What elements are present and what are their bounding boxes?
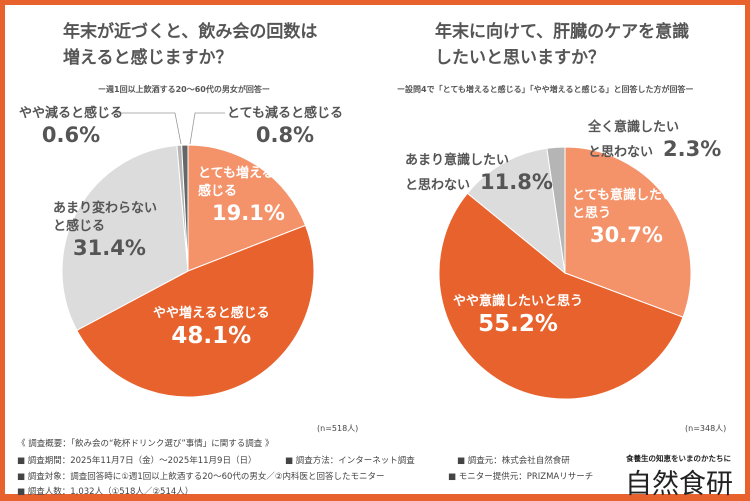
survey-count: ■ 調査人数：1,032人（①518人／②514人）: [17, 487, 194, 497]
label-no-change: あまり変わらない と感じる 31.4%: [53, 201, 158, 260]
infographic-frame: 年末が近づくと、飲み会の回数は 増えると感じますか？ ー週1回以上飲酒する20〜6…: [5, 5, 745, 500]
label-greatly-increase: とても増えると 感じる 19.1%: [198, 166, 288, 225]
chart2-slice-2: [466, 147, 566, 275]
chart1-n: (n=518人): [317, 424, 359, 433]
label-somewhat-want: やや意識したいと思う 55.2%: [453, 294, 584, 337]
pie-charts: [61, 112, 692, 400]
label-greatly-decrease: とても減ると感じる 0.8%: [227, 106, 343, 147]
chart1-slice-4: [181, 144, 189, 272]
label-slightly-decrease: やや減ると感じる 0.6%: [19, 106, 124, 147]
survey-overview: 《 調査概要：「飲み会の“乾杯ドリンク選び”事情」に関する調査 》: [17, 439, 274, 449]
chart1-slice-0: [187, 144, 307, 272]
chart2-slice-0: [564, 146, 692, 318]
chart1-slice-1: [76, 224, 315, 398]
label-not-at-all: 全く意識したい と思わない 2.3%: [588, 120, 722, 161]
survey-method: ■ 調査方法：インターネット調査: [285, 456, 415, 466]
survey-target: ■ 調査対象：調査回答時に①週1回以上飲酒する20〜60代の男女／②内科医と回答…: [17, 472, 385, 482]
survey-provider: ■ モニター提供元：PRIZMAリサーチ: [448, 472, 594, 482]
label-not-much: あまり意識したい と思わない 11.8%: [405, 153, 553, 194]
leader-line: [189, 112, 225, 145]
chart2-slice-1: [438, 192, 684, 400]
chart2-subtitle: ー設問4で「とても増えると感じる」「やや増えると感じる」と回答した方が回答ー: [397, 85, 694, 94]
leader-line: [115, 112, 182, 145]
chart1-title: 年末が近づくと、飲み会の回数は 増えると感じますか？: [63, 22, 318, 68]
chart1-slice-2: [61, 144, 189, 331]
chart1-subtitle: ー週1回以上飲酒する20〜60代の男女が回答ー: [98, 85, 270, 94]
label-slightly-increase: やや増えると感じる 48.1%: [153, 306, 270, 349]
chart2-slice-3: [546, 146, 566, 274]
survey-period: ■ 調査期間：2025年11月7日（金）〜2025年11月9日（日）: [17, 456, 257, 466]
survey-source: ■ 調査元：株式会社自然食研: [457, 456, 570, 466]
chart2-n: (n=348人): [685, 424, 727, 433]
brand-logo: 自然食研: [625, 469, 733, 500]
brand-tagline: 食養生の知恵をいまのかたちに: [626, 454, 731, 463]
label-strongly-want: とても意識したい と思う 30.7%: [572, 188, 675, 247]
chart2-title: 年末に向けて、肝臓のケアを意識 したいと思いますか？: [435, 22, 690, 68]
